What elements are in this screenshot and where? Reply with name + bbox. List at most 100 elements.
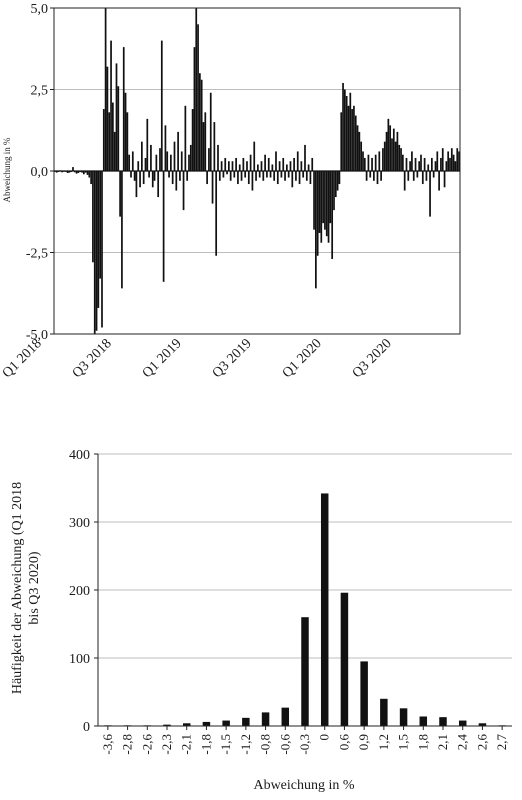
x-axis-label: Abweichung in %: [253, 778, 354, 793]
bar: [244, 171, 247, 178]
x-tick-label: 1,2: [376, 734, 391, 750]
bar: [302, 171, 305, 178]
bar: [266, 171, 268, 178]
bar: [280, 171, 283, 178]
bar: [179, 171, 181, 181]
bar: [344, 89, 346, 171]
bar: [249, 154, 252, 171]
bar: [146, 118, 149, 171]
bar: [458, 151, 460, 171]
bar: [95, 171, 98, 331]
bar: [342, 82, 344, 171]
bar: [208, 148, 210, 171]
bar: [226, 171, 228, 175]
x-tick-label: -0,3: [297, 734, 312, 755]
y-tick-label: 200: [69, 584, 90, 599]
bar: [264, 154, 266, 171]
timeseries-deviation-chart: 5,02,50,0-2,5-5,0 Q1 2018 Q3 2018 Q1 2019 Q…: [0, 2, 461, 381]
bar: [106, 66, 109, 171]
histogram-bar: [458, 720, 467, 726]
bar: [403, 171, 406, 191]
bar: [101, 171, 103, 328]
bar: [402, 154, 404, 171]
bar: [233, 171, 236, 178]
bar: [307, 164, 310, 171]
bar: [128, 154, 131, 171]
bar: [81, 171, 83, 173]
bar: [438, 171, 440, 191]
bar: [316, 171, 319, 256]
x-tick-label: 0,6: [336, 734, 351, 751]
bar: [376, 171, 379, 185]
bar: [412, 171, 415, 181]
histogram-chart: 400 300 200 100 0 -3,6 -2,8 -2,6 -2,3 -2,1 -1,8 -1…: [10, 448, 512, 793]
bar: [61, 171, 63, 173]
bar: [338, 171, 341, 185]
bar: [374, 154, 377, 171]
bar: [175, 171, 178, 191]
bar: [418, 161, 421, 171]
x-tick-label: 1,8: [415, 734, 430, 750]
axes: [53, 7, 461, 335]
y-axis-label: Abweichung in %: [2, 137, 12, 202]
bar: [213, 122, 216, 171]
x-tick-label: -0,6: [277, 734, 292, 755]
bar: [159, 148, 161, 171]
histogram-bar: [320, 493, 329, 726]
x-tick-label: -1,8: [198, 734, 213, 755]
bar: [456, 148, 459, 171]
bar: [119, 171, 121, 217]
x-tick-label: -2,3: [159, 734, 174, 755]
bar: [189, 144, 192, 171]
x-tick-labels: Q1 2018 Q3 2018 Q1 2019 Q3 2019 Q1 2020 Q3 20…: [0, 336, 395, 381]
bar: [286, 164, 288, 171]
y-tick-label: 2,5: [31, 84, 49, 99]
y-axis-label: Häufigkeit der Abweichung (Q1 2018 bis Q3…: [10, 482, 42, 694]
bar: [215, 171, 218, 256]
bar: [231, 161, 234, 171]
bar: [369, 171, 372, 178]
x-tick-label: -2,6: [139, 734, 154, 755]
bar: [197, 24, 199, 171]
bar: [110, 40, 112, 171]
bar: [311, 157, 314, 171]
bar: [130, 171, 132, 178]
bar: [115, 63, 118, 171]
bar: [157, 171, 160, 198]
y-tick-label: 0,0: [31, 165, 49, 180]
x-tick-label: 2,1: [435, 734, 450, 750]
histogram-bar: [261, 712, 270, 726]
bar: [432, 171, 435, 178]
bar: [400, 148, 402, 171]
y-tick-label: 300: [69, 516, 90, 531]
bar: [331, 171, 334, 260]
bar: [363, 157, 366, 171]
bar: [347, 105, 350, 171]
bar: [436, 151, 439, 171]
x-tick-label: 2,7: [494, 734, 509, 751]
x-tick-label: Q3 2020: [350, 336, 395, 381]
bar: [139, 171, 141, 188]
bar: [396, 131, 399, 171]
bar: [365, 171, 368, 181]
bar: [295, 171, 297, 181]
bar: [358, 131, 361, 171]
bar: [99, 171, 102, 279]
bar: [298, 171, 301, 185]
bar: [362, 151, 364, 171]
bar: [253, 141, 256, 171]
x-tick-label: 2,4: [455, 734, 470, 751]
bar: [336, 171, 339, 191]
bar: [104, 8, 107, 171]
bar: [77, 171, 80, 173]
y-tick-label: 100: [69, 652, 90, 667]
x-tick-label: -3,6: [100, 734, 115, 755]
bar: [191, 109, 194, 171]
bar: [320, 171, 323, 243]
y-tick-label: -2,5: [26, 247, 48, 262]
bar: [380, 171, 382, 181]
bar: [251, 171, 254, 191]
bar: [150, 144, 152, 171]
bar: [349, 92, 352, 171]
bar: [407, 171, 410, 181]
